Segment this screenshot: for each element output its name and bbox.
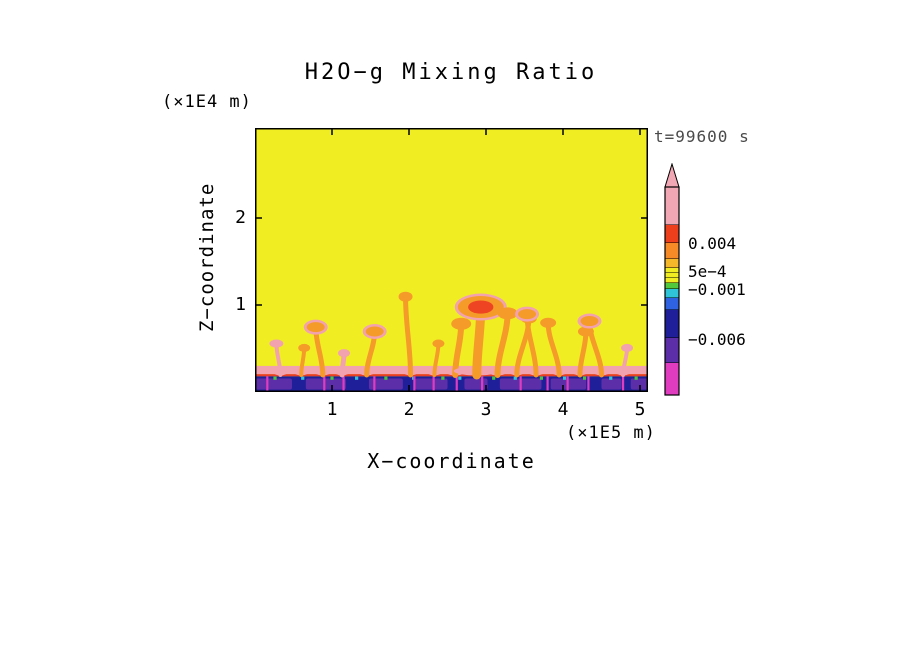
- plume-cap: [497, 307, 518, 320]
- magenta-streak: [566, 376, 569, 392]
- x-tick-label: 5: [634, 399, 646, 420]
- boundary-speck: [273, 376, 277, 380]
- magenta-streak: [432, 376, 435, 392]
- colorbar-labels: 0.004 5e−4 −0.001 −0.006: [688, 163, 778, 403]
- plume-cap: [298, 343, 311, 352]
- magenta-streak: [546, 376, 549, 392]
- x-axis-unit: (×1E5 m): [566, 423, 656, 443]
- plume-cap: [338, 349, 351, 358]
- boundary-speck: [562, 376, 567, 380]
- plume-core: [468, 300, 494, 314]
- colorbar-segment: [665, 268, 679, 273]
- colorbar-segment: [665, 289, 679, 298]
- colorbar-segment: [665, 310, 679, 338]
- colorbar-segment: [665, 243, 679, 259]
- plume-stem: [403, 294, 414, 378]
- colorbar-segment: [665, 278, 679, 283]
- colorbar-segment: [665, 225, 679, 243]
- plume-cap: [365, 326, 384, 337]
- plume-cap: [518, 309, 537, 320]
- colorbar-value-label: −0.001: [688, 280, 746, 299]
- boundary-speck: [539, 376, 544, 380]
- colorbar: [664, 163, 680, 396]
- boundary-speck: [634, 376, 638, 380]
- colorbar-segment: [665, 259, 679, 268]
- boundary-speck: [582, 376, 587, 380]
- colorbar-segment: [665, 273, 679, 278]
- y-tick-label: 2: [235, 207, 246, 228]
- x-tick-labels: 1 2 3 4 5: [255, 399, 655, 421]
- plume-cap: [540, 317, 557, 328]
- boundary-speck: [301, 376, 305, 380]
- x-axis-label: X−coordinate: [367, 449, 536, 473]
- navy_band: [255, 376, 648, 392]
- magenta-streak: [373, 376, 376, 392]
- colorbar-arrow: [664, 163, 680, 188]
- plume-cap: [269, 339, 284, 348]
- magenta-streak: [413, 376, 416, 392]
- plume-cap: [306, 322, 325, 333]
- boundary-purple-patch: [305, 378, 346, 390]
- colorbar-value-label: −0.006: [688, 330, 746, 349]
- chart-title: H2O−g Mixing Ratio: [304, 60, 598, 85]
- boundary-speck: [609, 376, 613, 380]
- colorbar-segment: [665, 338, 679, 363]
- y-tick-label: 1: [235, 294, 246, 315]
- colorbar-value-label: 5e−4: [688, 262, 727, 281]
- x-tick-label: 1: [326, 399, 338, 420]
- x-tick-label: 2: [403, 399, 415, 420]
- plume-cap: [432, 339, 445, 348]
- magenta-streak: [455, 376, 458, 392]
- boundary-speck: [492, 376, 496, 380]
- boundary-speck: [441, 376, 445, 380]
- boundary-speck: [458, 376, 462, 380]
- boundary-purple-patch: [255, 378, 292, 390]
- colorbar-value-label: 0.004: [688, 234, 737, 253]
- plot-frame: [255, 128, 648, 392]
- y-axis-label: Z−coordinate: [196, 182, 218, 332]
- magenta-streak: [519, 376, 522, 392]
- x-tick-label: 4: [557, 399, 569, 420]
- magenta-streak: [587, 376, 590, 392]
- plume-cap: [580, 316, 599, 327]
- x-tick-label: 3: [480, 399, 492, 420]
- magenta-streak: [481, 376, 484, 392]
- boundary-purple-patch: [630, 378, 648, 390]
- colorbar-segment: [665, 187, 679, 225]
- boundary-speck: [384, 376, 388, 380]
- boundary-speck: [513, 376, 517, 380]
- boundary-speck: [355, 376, 359, 380]
- field-background: [255, 128, 648, 392]
- time-annotation: t=99600 s: [654, 127, 750, 146]
- y-axis-unit: (×1E4 m): [162, 92, 252, 112]
- heatmap-plot-area: [255, 128, 648, 392]
- magenta-streak: [342, 376, 345, 392]
- red_line: [255, 374, 648, 377]
- plume-cap: [621, 343, 634, 352]
- boundary-speck: [330, 376, 334, 380]
- plume-cap: [398, 291, 413, 302]
- magenta-streak: [266, 376, 269, 392]
- boundary-purple-patch: [415, 378, 448, 390]
- plume-cap: [451, 317, 472, 330]
- boundary-purple-patch: [368, 378, 403, 390]
- colorbar-segment: [665, 283, 679, 289]
- colorbar-segment: [665, 363, 679, 395]
- boundary-purple-patch: [601, 378, 622, 390]
- magenta-streak: [621, 376, 625, 392]
- colorbar-segment: [665, 298, 679, 310]
- colorbar-outline: [664, 186, 680, 396]
- boundary-purple-patch: [464, 378, 488, 390]
- magenta-streak: [323, 376, 326, 392]
